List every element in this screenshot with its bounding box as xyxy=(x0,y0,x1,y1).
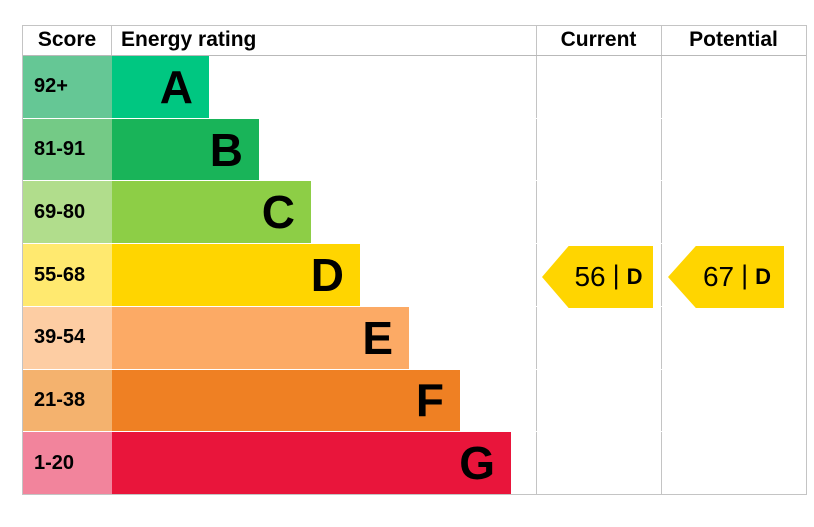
chart-header-row: Score Energy rating Current Potential xyxy=(23,26,806,56)
band-row-g: 1-20 G xyxy=(23,432,806,495)
score-range-a: 92+ xyxy=(23,56,112,118)
band-row-e: 39-54 E xyxy=(23,306,806,370)
column-divider-potential xyxy=(661,26,662,494)
band-letter-f: F xyxy=(415,374,444,427)
score-column-header: Score xyxy=(23,26,112,55)
current-rating-value: 56 xyxy=(574,261,606,292)
band-letter-g: G xyxy=(459,437,495,490)
current-column-header: Current xyxy=(560,28,637,51)
band-letter-d: D xyxy=(310,249,344,302)
band-bar-b: B xyxy=(112,118,259,181)
current-rating-arrow: 56 | D xyxy=(542,246,653,308)
potential-column-header: Potential xyxy=(689,28,778,51)
score-range-e: 39-54 xyxy=(23,306,112,369)
score-range-d: 55-68 xyxy=(23,244,112,306)
band-bar-c: C xyxy=(112,181,311,244)
band-bar-g: G xyxy=(112,432,511,495)
band-row-d: 55-68 D xyxy=(23,244,806,307)
score-range-f: 21-38 xyxy=(23,369,112,432)
potential-rating-separator: | xyxy=(741,259,749,290)
band-bar-a: A xyxy=(112,56,209,118)
current-rating-separator: | xyxy=(612,259,620,290)
current-rating-band: D xyxy=(626,264,643,289)
band-row-c: 69-80 C xyxy=(23,181,806,245)
potential-rating-band: D xyxy=(755,264,772,289)
band-letter-b: B xyxy=(209,123,243,176)
epc-rating-chart: Score Energy rating Current Potential 92… xyxy=(22,25,807,495)
score-range-c: 69-80 xyxy=(23,181,112,244)
band-row-f: 21-38 F xyxy=(23,369,806,433)
band-bar-f: F xyxy=(112,369,460,432)
band-bar-e: E xyxy=(112,306,409,369)
potential-rating-arrow: 67 | D xyxy=(668,246,784,308)
score-range-b: 81-91 xyxy=(23,118,112,181)
band-bar-d: D xyxy=(112,244,360,306)
potential-rating-value: 67 xyxy=(702,261,735,292)
band-row-b: 81-91 B xyxy=(23,118,806,182)
band-letter-c: C xyxy=(261,186,295,239)
band-letter-a: A xyxy=(159,60,193,113)
band-letter-e: E xyxy=(362,311,393,364)
energy-rating-column-header: Energy rating xyxy=(121,28,257,51)
band-rows: 92+ A 81-91 B 69-80 C 55-68 D 39-54 E 21-38 F 1-20 G xyxy=(23,56,806,495)
column-divider-current xyxy=(536,26,537,494)
band-row-a: 92+ A xyxy=(23,56,806,119)
score-range-g: 1-20 xyxy=(23,432,112,495)
